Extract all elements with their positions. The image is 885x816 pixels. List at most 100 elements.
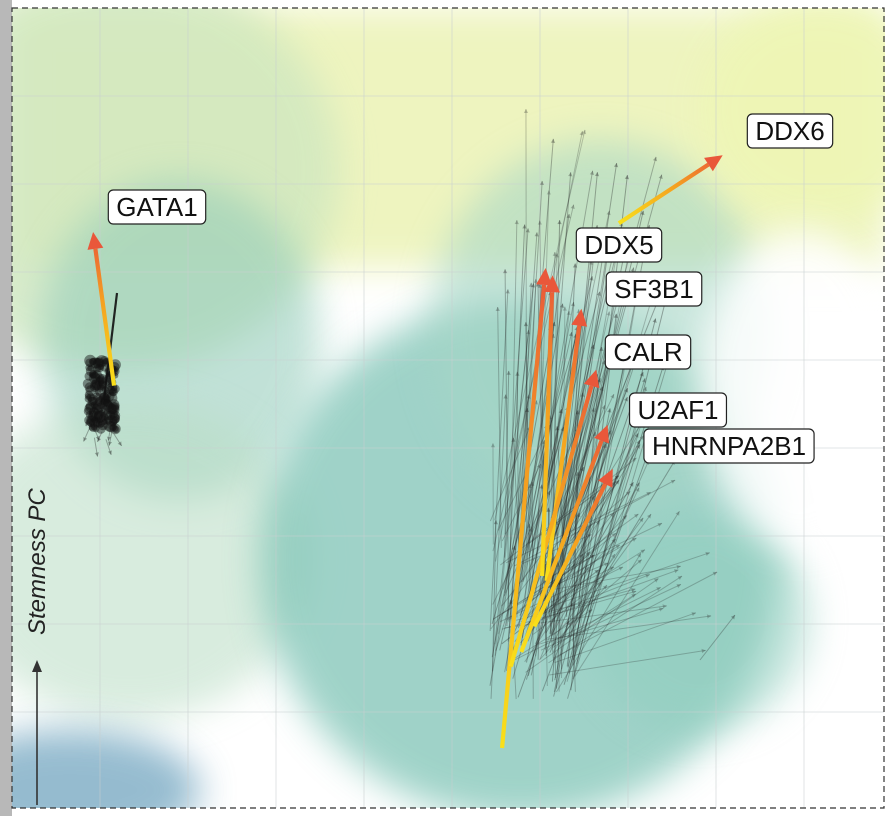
cell-arrow [535,190,551,596]
cell-arrow [538,562,609,593]
cell-arrow [96,380,103,398]
cell-point [107,385,115,394]
cell-arrow [549,648,706,676]
cell-arrow [511,437,520,557]
cell-arrow [91,421,100,441]
cell-point [85,411,94,419]
cell-point [86,418,95,427]
cell-point [84,354,97,367]
cell-point [105,410,116,421]
cell-arrow [570,479,620,542]
cell-point [111,416,119,424]
cell-point [85,403,93,410]
cell-arrow [562,517,644,627]
cell-arrow [96,391,102,411]
cell-arrow [502,537,637,614]
cell-arrow [570,602,576,692]
cell-arrow [91,392,100,406]
cell-arrow [489,545,517,686]
cell-point [107,402,120,414]
cell-point [93,357,101,365]
cell-arrow [549,551,710,607]
cell-arrow [574,511,680,677]
cell-point [96,383,104,391]
cell-arrow [573,487,640,623]
cell-point [108,399,120,411]
cell-point [108,418,117,427]
cell-arrow [490,394,508,699]
cell-arrow [97,398,106,411]
cell-point [88,370,97,378]
gene-label-ddx6: DDX6 [746,113,834,149]
cell-point [98,413,106,421]
cell-point [97,419,109,431]
cell-point [103,401,115,412]
cell-point [84,393,92,400]
cell-arrow [553,559,643,636]
cell-point [90,357,102,369]
cell-arrow [101,406,106,426]
cell-point [93,410,106,423]
cell-point [96,379,107,390]
cell-arrow [523,393,615,581]
cell-point [91,416,99,424]
cell-arrow [527,483,534,561]
cell-point [89,407,99,417]
cell-arrow [554,612,697,664]
cell-point [102,398,111,407]
cell-point [94,397,104,407]
cell-point [100,398,108,406]
cell-point [109,410,121,421]
cell-arrow [492,204,575,552]
cell-arrow [508,551,591,621]
cell-arrow [538,607,664,645]
cell-point [110,402,120,411]
cell-point [98,411,108,421]
cell-point [104,399,112,408]
cell-arrow [528,549,646,624]
cell-point [105,415,118,427]
cell-arrow [494,283,536,645]
cell-arrow [490,443,496,545]
cell-point [99,377,106,384]
cell-point [90,379,102,391]
cell-point [97,373,108,384]
cell-point [95,355,108,367]
cell-point [109,423,121,435]
cell-arrow [544,404,606,561]
cell-point [85,358,94,368]
cell-point [82,378,94,390]
cell-point [91,379,100,389]
cell-point [89,418,100,429]
cell-arrow [537,490,631,572]
cell-point [85,415,98,428]
cell-arrow [552,553,616,653]
cell-point [92,381,102,391]
cell-point [95,402,105,412]
cell-point [101,399,113,411]
cell-point [88,394,99,405]
cell-arrow [105,417,111,431]
cell-point [96,424,106,434]
cell-point [108,387,118,397]
cell-point [94,410,104,420]
cell-point [86,393,95,402]
cell-arrow [538,569,679,621]
cell-arrow [539,584,608,661]
cell-point [105,382,118,395]
cell-point [108,409,118,419]
cell-point [105,421,117,433]
gata1-cell-cluster [82,292,123,457]
cell-point [91,403,102,415]
cell-point [109,423,117,431]
cell-arrow [574,407,596,531]
cell-arrow [555,426,568,617]
cell-point [97,416,105,424]
cell-point [85,385,97,396]
cell-arrow [103,401,112,413]
cell-arrow [556,552,642,693]
cell-point [98,380,106,389]
cell-point [91,402,104,415]
cell-point [92,358,104,369]
